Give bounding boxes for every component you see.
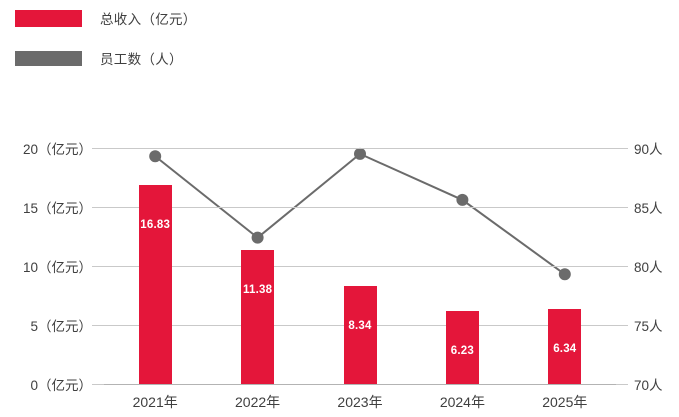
bar-2023年[interactable]: 8.34 bbox=[343, 285, 377, 384]
tick-dash-right bbox=[616, 207, 628, 208]
legend-label-revenue: 总收入（亿元） bbox=[100, 12, 197, 27]
gridline bbox=[104, 266, 616, 267]
x-axis-categories: 2021年 2022年 2023年 2024年 2025年 bbox=[104, 392, 616, 414]
gridline bbox=[104, 148, 616, 149]
headcount-line bbox=[154, 152, 566, 276]
x-axis-label-2022年: 2022年 bbox=[235, 394, 281, 410]
tick-dash-left bbox=[92, 266, 104, 267]
y-axis-left-tick-label: 10（亿元） bbox=[22, 260, 92, 275]
tick-dash-left bbox=[92, 207, 104, 208]
bar-value-label: 6.34 bbox=[553, 343, 577, 356]
bar-2025年[interactable]: 6.34 bbox=[548, 309, 582, 384]
bar-2021年[interactable]: 16.83 bbox=[138, 185, 172, 384]
legend-label-headcount: 员工数（人） bbox=[100, 52, 183, 67]
tick-dash-left bbox=[92, 384, 104, 385]
headcount-point-2025年[interactable] bbox=[558, 268, 571, 281]
gridline bbox=[104, 207, 616, 208]
chart-plot-area: 16.83 11.38 8.34 6.23 6.34 bbox=[92, 147, 628, 385]
y-axis-right-tick-label: 70人 bbox=[634, 378, 663, 393]
y-axis-left-tick-label: 0（亿元） bbox=[30, 378, 92, 393]
y-axis-left-tick-label: 5（亿元） bbox=[30, 319, 92, 334]
headcount-point-2021年[interactable] bbox=[149, 150, 162, 163]
tick-dash-right bbox=[616, 266, 628, 267]
legend-item-headcount: 员工数（人） bbox=[15, 48, 183, 68]
y-axis-right-tick-label: 75人 bbox=[634, 319, 663, 334]
bar-value-label: 6.23 bbox=[450, 344, 474, 357]
headcount-point-2024年[interactable] bbox=[456, 193, 469, 206]
tick-dash-left bbox=[92, 325, 104, 326]
bar-value-label: 8.34 bbox=[348, 319, 372, 332]
tick-dash-right bbox=[616, 148, 628, 149]
bar-value-label: 16.83 bbox=[140, 219, 171, 232]
bar-value-label: 11.38 bbox=[243, 283, 273, 296]
tick-dash-right bbox=[616, 384, 628, 385]
x-axis-label-2025年: 2025年 bbox=[542, 394, 588, 410]
headcount-point-2023年[interactable] bbox=[354, 147, 366, 160]
headcount-point-2022年[interactable] bbox=[251, 231, 264, 244]
x-axis-label-2021年: 2021年 bbox=[132, 394, 178, 410]
y-axis-right-tick-label: 85人 bbox=[634, 201, 663, 216]
legend-item-revenue: 总收入（亿元） bbox=[15, 8, 197, 28]
tick-dash-right bbox=[616, 325, 628, 326]
legend-swatch-revenue-icon bbox=[15, 9, 82, 27]
x-axis-label-2023年: 2023年 bbox=[337, 394, 383, 410]
bar-2022年[interactable]: 11.38 bbox=[241, 249, 275, 384]
y-axis-left: 0（亿元） 5（亿元） 10（亿元） 15（亿元） 20（亿元） bbox=[0, 142, 92, 393]
y-axis-left-tick-label: 15（亿元） bbox=[22, 201, 92, 216]
bar-2024年[interactable]: 6.23 bbox=[445, 310, 479, 384]
y-axis-right-tick-label: 90人 bbox=[634, 142, 663, 157]
y-axis-right: 70人 75人 80人 85人 90人 bbox=[634, 142, 679, 393]
gridline bbox=[104, 384, 616, 385]
tick-dash-left bbox=[92, 148, 104, 149]
y-axis-left-tick-label: 20（亿元） bbox=[22, 142, 92, 157]
y-axis-right-tick-label: 80人 bbox=[634, 260, 663, 275]
legend-swatch-headcount-icon bbox=[15, 50, 82, 66]
x-axis-label-2024年: 2024年 bbox=[439, 394, 485, 410]
